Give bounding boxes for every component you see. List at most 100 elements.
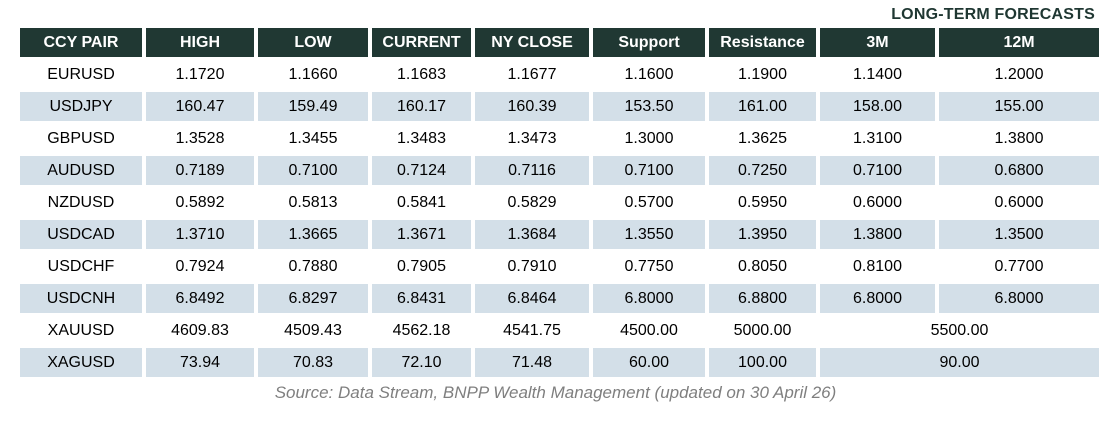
table-row-usdcnh: USDCNH 6.8492 6.8297 6.8431 6.8464 6.8000 6.88…: [20, 284, 1099, 313]
value-cell: 1.1660: [258, 60, 368, 89]
value-cell: 0.5813: [258, 188, 368, 217]
value-cell: 1.3100: [820, 124, 935, 153]
column-header-resistance: Resistance: [709, 28, 816, 57]
value-cell: 0.7100: [593, 156, 705, 185]
column-header-current: CURRENT: [372, 28, 471, 57]
value-cell: 6.8297: [258, 284, 368, 313]
table-row-eurusd: EURUSD 1.1720 1.1660 1.1683 1.1677 1.1600 1.19…: [20, 60, 1099, 89]
value-cell: 160.39: [475, 92, 589, 121]
value-cell: 6.8000: [593, 284, 705, 313]
value-cell: 160.47: [146, 92, 254, 121]
value-cell: 153.50: [593, 92, 705, 121]
value-cell: 0.5829: [475, 188, 589, 217]
value-cell: 6.8464: [475, 284, 589, 313]
table-row-gbpusd: GBPUSD 1.3528 1.3455 1.3483 1.3473 1.3000 1.36…: [20, 124, 1099, 153]
value-cell: 158.00: [820, 92, 935, 121]
value-cell: 0.7250: [709, 156, 816, 185]
value-cell: 1.1720: [146, 60, 254, 89]
ccy-pair-cell: XAUUSD: [20, 316, 142, 345]
value-cell: 0.7880: [258, 252, 368, 281]
value-cell: 6.8000: [820, 284, 935, 313]
ccy-pair-cell: NZDUSD: [20, 188, 142, 217]
value-cell: 1.3671: [372, 220, 471, 249]
value-cell: 6.8000: [939, 284, 1099, 313]
ccy-pair-cell: USDJPY: [20, 92, 142, 121]
table-row-usdchf: USDCHF 0.7924 0.7880 0.7905 0.7910 0.7750 0.80…: [20, 252, 1099, 281]
value-cell: 100.00: [709, 348, 816, 377]
column-header-ccy-pair: CCY PAIR: [20, 28, 142, 57]
value-cell: 1.3455: [258, 124, 368, 153]
column-header-ny-close: NY CLOSE: [475, 28, 589, 57]
value-cell: 60.00: [593, 348, 705, 377]
value-cell: 4500.00: [593, 316, 705, 345]
source-note: Source: Data Stream, BNPP Wealth Managem…: [274, 383, 837, 402]
value-cell: 4509.43: [258, 316, 368, 345]
ccy-pair-cell: USDCAD: [20, 220, 142, 249]
page-title: LONG-TERM FORECASTS: [891, 6, 1095, 23]
value-cell: 0.5700: [593, 188, 705, 217]
column-header-3m: 3M: [820, 28, 935, 57]
value-cell: 0.7116: [475, 156, 589, 185]
value-cell: 1.3500: [939, 220, 1099, 249]
value-cell: 0.5950: [709, 188, 816, 217]
value-cell: 0.8100: [820, 252, 935, 281]
forecast-table: CCY PAIR HIGH LOW CURRENT NY CLOSE Support Res…: [16, 25, 1103, 380]
ccy-pair-cell: USDCNH: [20, 284, 142, 313]
ccy-pair-cell: XAGUSD: [20, 348, 142, 377]
value-cell: 0.7189: [146, 156, 254, 185]
value-cell: 0.7124: [372, 156, 471, 185]
value-cell: 1.1900: [709, 60, 816, 89]
column-header-support: Support: [593, 28, 705, 57]
value-cell: 6.8431: [372, 284, 471, 313]
column-header-high: HIGH: [146, 28, 254, 57]
fx-forecast-panel: LONG-TERM FORECASTS CCY PAIR HIGH LOW CURRE…: [16, 6, 1103, 402]
value-cell: 4562.18: [372, 316, 471, 345]
value-cell: 1.3800: [820, 220, 935, 249]
value-cell: 0.7905: [372, 252, 471, 281]
value-cell: 1.3000: [593, 124, 705, 153]
value-cell: 72.10: [372, 348, 471, 377]
ccy-pair-cell: GBPUSD: [20, 124, 142, 153]
value-cell: 1.1677: [475, 60, 589, 89]
merged-forecast-cell: 5500.00: [820, 316, 1099, 345]
value-cell: 1.3483: [372, 124, 471, 153]
value-cell: 6.8800: [709, 284, 816, 313]
value-cell: 6.8492: [146, 284, 254, 313]
table-row-xagusd: XAGUSD 73.94 70.83 72.10 71.48 60.00 100.00 90.…: [20, 348, 1099, 377]
value-cell: 71.48: [475, 348, 589, 377]
value-cell: 0.8050: [709, 252, 816, 281]
value-cell: 0.6800: [939, 156, 1099, 185]
table-row-usdcad: USDCAD 1.3710 1.3665 1.3671 1.3684 1.3550 1.39…: [20, 220, 1099, 249]
value-cell: 5000.00: [709, 316, 816, 345]
value-cell: 1.1600: [593, 60, 705, 89]
value-cell: 1.3665: [258, 220, 368, 249]
column-header-low: LOW: [258, 28, 368, 57]
header-row: CCY PAIR HIGH LOW CURRENT NY CLOSE Support Res…: [20, 28, 1099, 57]
value-cell: 1.1683: [372, 60, 471, 89]
value-cell: 0.7100: [258, 156, 368, 185]
value-cell: 1.1400: [820, 60, 935, 89]
value-cell: 0.5892: [146, 188, 254, 217]
column-header-12m: 12M: [939, 28, 1099, 57]
value-cell: 1.3950: [709, 220, 816, 249]
table-row-audusd: AUDUSD 0.7189 0.7100 0.7124 0.7116 0.7100 0.72…: [20, 156, 1099, 185]
value-cell: 1.3528: [146, 124, 254, 153]
value-cell: 0.6000: [939, 188, 1099, 217]
ccy-pair-cell: USDCHF: [20, 252, 142, 281]
value-cell: 0.7100: [820, 156, 935, 185]
value-cell: 1.3473: [475, 124, 589, 153]
value-cell: 1.3800: [939, 124, 1099, 153]
value-cell: 159.49: [258, 92, 368, 121]
table-body: EURUSD 1.1720 1.1660 1.1683 1.1677 1.1600 1.19…: [20, 60, 1099, 377]
value-cell: 0.7700: [939, 252, 1099, 281]
merged-forecast-cell: 90.00: [820, 348, 1099, 377]
value-cell: 1.3684: [475, 220, 589, 249]
table-row-xauusd: XAUUSD 4609.83 4509.43 4562.18 4541.75 4500.0…: [20, 316, 1099, 345]
value-cell: 0.7910: [475, 252, 589, 281]
value-cell: 0.6000: [820, 188, 935, 217]
ccy-pair-cell: AUDUSD: [20, 156, 142, 185]
value-cell: 1.3625: [709, 124, 816, 153]
table-row-usdjpy: USDJPY 160.47 159.49 160.17 160.39 153.50 161.…: [20, 92, 1099, 121]
value-cell: 4609.83: [146, 316, 254, 345]
value-cell: 1.2000: [939, 60, 1099, 89]
